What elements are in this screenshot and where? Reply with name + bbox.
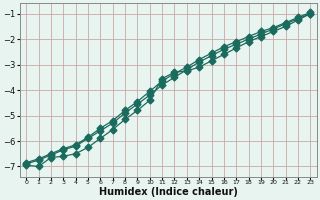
X-axis label: Humidex (Indice chaleur): Humidex (Indice chaleur) xyxy=(99,187,238,197)
